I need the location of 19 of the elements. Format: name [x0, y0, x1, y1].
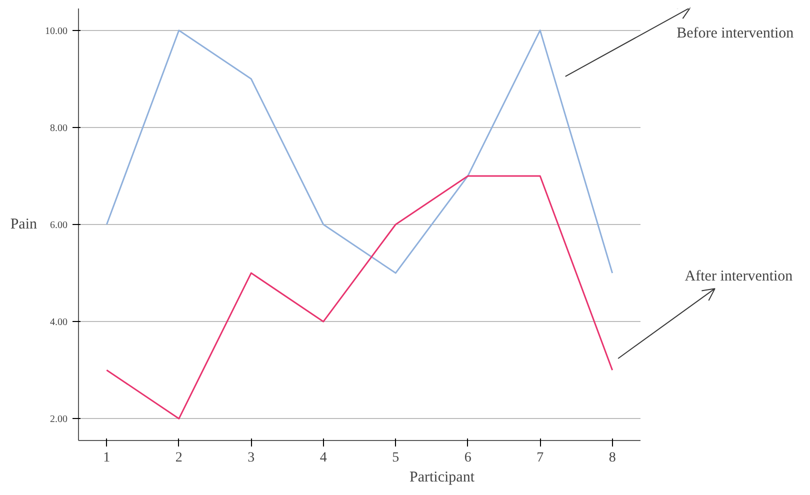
x-axis-title: Participant [410, 470, 476, 486]
line-series [106, 30, 614, 274]
x-tick-label: 8 [608, 450, 616, 466]
x-tick-label: 7 [536, 450, 544, 466]
text: Before intervention [676, 25, 794, 42]
y-tick-label: 2.00 [50, 414, 68, 426]
x-tick-label: 3 [248, 450, 255, 466]
x-tick-label: 1 [103, 450, 110, 466]
x-tick-label: 2 [175, 450, 182, 466]
y-tick-label: 8.00 [50, 122, 68, 134]
x-tick-label: 5 [392, 450, 400, 466]
line-series [106, 175, 614, 420]
y-tick-label: 4.00 [50, 317, 68, 328]
x-tick-label: 4 [320, 450, 327, 466]
x-tick-label: 6 [464, 450, 472, 466]
text: After intervention [684, 268, 794, 284]
y-tick-label: 10.00 [45, 26, 68, 37]
y-axis-title: Pain [10, 216, 38, 232]
y-tick-label: 6.00 [50, 220, 68, 231]
